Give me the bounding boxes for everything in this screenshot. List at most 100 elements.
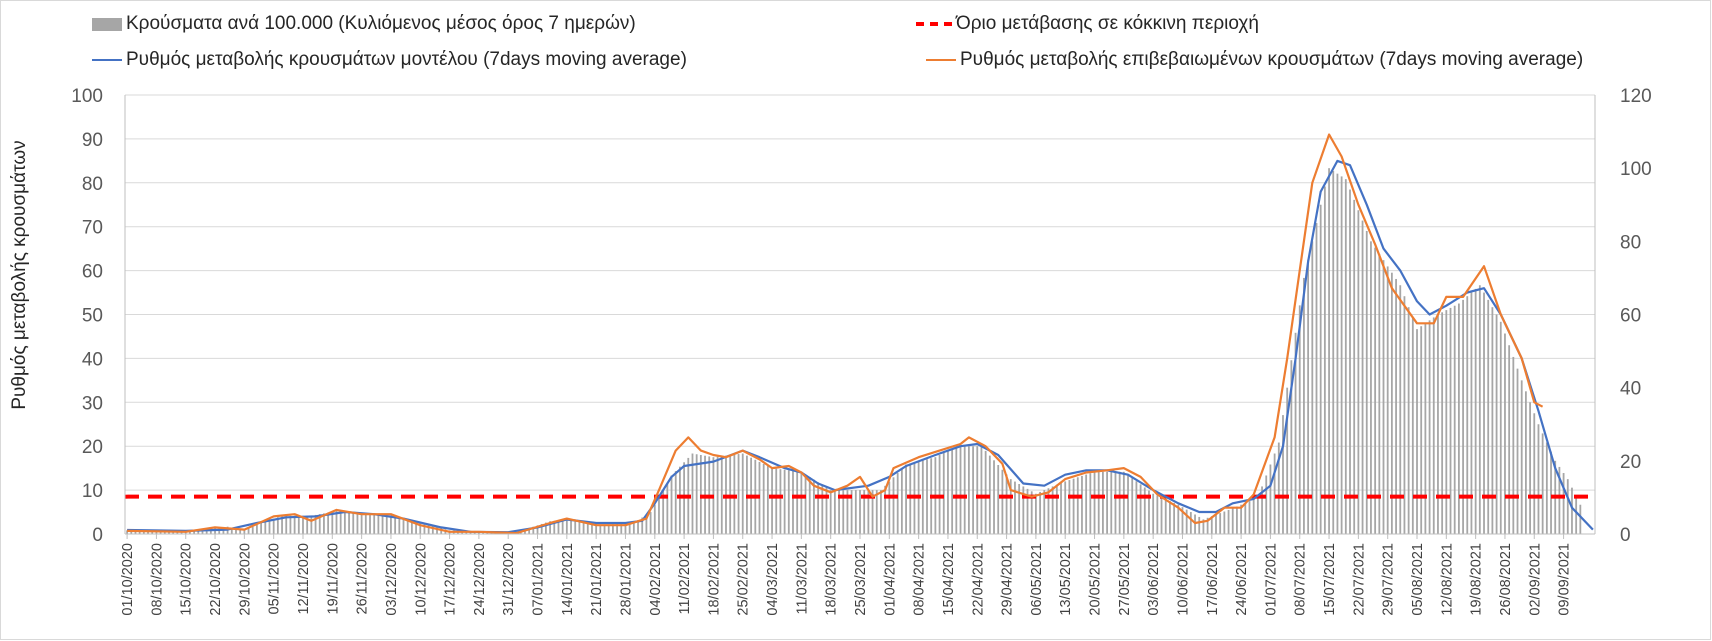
x-tick-label: 24/12/2020 [472,543,488,616]
bar [1445,310,1448,534]
bar [1240,504,1243,534]
bar [1169,501,1171,534]
bar [243,530,246,534]
bar [1311,241,1314,534]
x-tick-label: 03/12/2020 [384,543,400,616]
y-tick-label: 70 [82,218,103,239]
bar [1152,493,1155,534]
bar [1298,305,1301,534]
bar [1457,303,1460,534]
bar [1319,204,1322,534]
x-tick-label: 26/08/2021 [1498,543,1514,616]
bar [189,530,191,534]
bar [251,526,254,534]
bar [817,482,820,534]
bar [369,514,371,534]
bar [888,481,891,534]
x-tick-label: 26/11/2020 [355,543,371,615]
bar [373,514,376,534]
bar [126,530,128,534]
y-tick-label: 20 [82,437,103,458]
bar [1110,471,1113,534]
bar [1089,473,1092,534]
bar [1005,474,1008,534]
y2-tick-label: 20 [1620,452,1641,473]
bar [134,530,137,534]
bar [1135,481,1138,534]
bar [1529,402,1531,534]
y2-tick-label: 40 [1620,379,1641,400]
x-tick-label: 05/11/2020 [267,543,283,615]
bar [1076,477,1079,534]
bar [737,454,740,534]
bar [1127,474,1129,534]
bar [586,522,589,534]
bar [867,490,870,534]
bar [1374,247,1377,534]
y-tick-label: 50 [82,306,103,327]
bar [1018,484,1021,534]
bar [1022,486,1025,534]
bar [1399,285,1402,534]
bar [863,490,866,534]
legend-bars-swatch [92,17,122,31]
bar [1261,486,1263,534]
bar [591,523,593,534]
bar [984,450,987,534]
bar [1407,307,1410,534]
bar [963,446,966,534]
bar [553,520,556,534]
bar [398,516,401,534]
bar [1537,424,1540,534]
bar [1097,471,1100,534]
bar [716,456,719,534]
bar [1269,464,1272,534]
bar [528,528,531,534]
x-tick-label: 29/10/2020 [237,543,253,616]
bar [1256,497,1259,534]
x-tick-label: 05/08/2021 [1410,543,1426,616]
bar [440,528,443,534]
y-tick-label: 30 [82,393,103,414]
bar [557,520,560,534]
bar [1047,488,1050,534]
bar [997,465,1000,534]
bar [921,460,924,534]
bar [880,490,882,534]
bar [1156,495,1159,534]
legend-confirmed-label: Ρυθμός μεταβολής επιβεβαιωμένων κρουσμάτ… [960,49,1584,70]
bar [427,525,430,534]
bar [423,524,426,534]
bar [1420,326,1423,534]
bar [766,466,769,534]
bar [699,454,702,534]
bar [1491,307,1494,534]
bar [1428,320,1431,534]
bar [733,454,736,534]
bar [792,470,794,534]
bar [720,456,723,534]
bar [976,446,979,534]
bar [1102,471,1104,534]
bar [1173,502,1175,534]
bar [390,515,392,534]
bar [813,479,815,534]
legend-threshold-swatch [916,22,952,26]
bar [658,497,660,534]
bar [783,469,786,534]
bar [406,519,409,534]
bar [1508,345,1511,534]
bar [272,518,275,534]
bar [1206,517,1209,534]
bar [1525,391,1527,534]
bar [1344,179,1347,534]
bar [599,524,602,534]
bar [1106,471,1108,534]
bar [197,529,200,534]
bar [980,446,983,534]
bar [1252,499,1255,534]
bar [285,515,288,534]
bar [1365,230,1368,534]
bar [1131,478,1134,534]
bar [230,527,233,534]
